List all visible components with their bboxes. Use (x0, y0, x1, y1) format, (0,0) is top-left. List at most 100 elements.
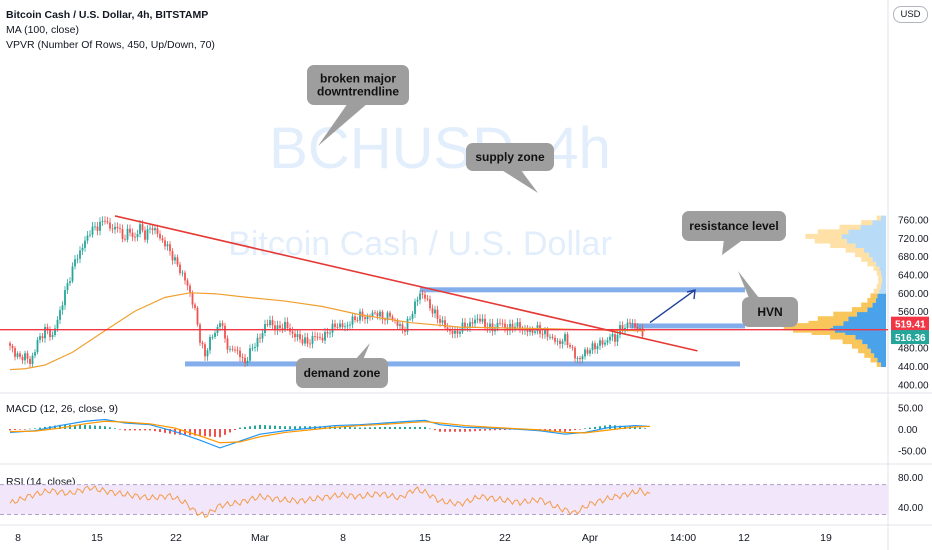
candle-body (311, 336, 314, 344)
candle-body (286, 321, 289, 329)
candle-body (274, 325, 276, 331)
candle-body (554, 337, 556, 342)
time-tick-label: 8 (15, 532, 21, 544)
volume-row-down (878, 279, 882, 285)
macd-hist-bar (419, 426, 421, 429)
macd-hist-bar (209, 429, 211, 437)
currency-button[interactable]: USD (893, 6, 928, 23)
candle-body (209, 336, 211, 351)
candle-body (474, 319, 476, 324)
macd-hist-bar (14, 429, 16, 430)
candle-body (406, 318, 409, 332)
macd-hist-bar (44, 426, 46, 429)
candle-body (351, 316, 354, 325)
price-tick-label: 680.00 (898, 252, 929, 263)
time-tick-label: 22 (170, 532, 182, 544)
candle-body (11, 345, 14, 349)
candle-body (356, 319, 359, 321)
candle-body (579, 358, 581, 360)
macd-hist-bar (239, 427, 241, 429)
macd-hist-bar (619, 425, 621, 429)
candle-body (346, 325, 349, 327)
candle-body (309, 343, 311, 345)
candle-body (584, 349, 586, 357)
candle-body (334, 323, 336, 327)
candle-body (119, 228, 121, 229)
volume-row-up (867, 343, 886, 349)
volume-row-down (833, 311, 858, 317)
macd-hist-bar (434, 429, 436, 431)
downtrend-line (114, 215, 698, 352)
candle-body (236, 349, 239, 351)
macd-hist-bar (99, 425, 101, 429)
watermark-description: Bitcoin Cash / U.S. Dollar (228, 225, 612, 263)
candle-body (301, 339, 304, 344)
candle-body (154, 228, 156, 231)
macd-hist-bar (504, 429, 506, 430)
volume-row-up (848, 316, 886, 322)
candle-body (504, 323, 506, 329)
candle-body (434, 309, 436, 314)
candle-body (404, 329, 406, 332)
candle-body (386, 312, 389, 321)
candle-body (321, 337, 324, 341)
candle-body (314, 336, 316, 337)
macd-hist-bar (274, 425, 276, 429)
macd-hist-bar (259, 424, 261, 429)
candle-body (354, 316, 356, 320)
candle-body (454, 330, 456, 334)
volume-row-down (830, 243, 856, 249)
candle-body (24, 353, 26, 361)
candle-body (451, 331, 454, 334)
candle-body (596, 345, 599, 350)
volume-row-down (808, 320, 844, 326)
candle-body (246, 360, 249, 363)
candle-body (89, 234, 91, 236)
candle-body (169, 244, 171, 252)
macd-hist-bar (479, 429, 481, 431)
zone-demand-zone (185, 361, 740, 367)
macd-hist-bar (29, 428, 31, 430)
macd-hist-bar (569, 429, 571, 431)
candle-body (336, 326, 339, 328)
macd-hist-bar (204, 429, 206, 437)
candle-body (396, 320, 399, 326)
candle-body (641, 328, 644, 337)
rsi-tick-label: 80.00 (898, 473, 923, 484)
macd-hist-bar (169, 429, 171, 434)
volume-profile (783, 215, 886, 367)
candle-body (284, 321, 286, 330)
macd-hist-bar (154, 429, 156, 432)
candle-body (194, 304, 196, 308)
candle-body (249, 348, 251, 361)
time-tick-label: 12 (738, 532, 750, 544)
macd-hist-bar (179, 429, 181, 435)
candle-body (304, 337, 306, 344)
candle-body (56, 319, 59, 329)
macd-hist-bar (344, 426, 346, 429)
callout-supply-zone-pointer (500, 169, 538, 193)
candle-body (639, 328, 641, 330)
candle-body (26, 353, 29, 359)
candle-body (476, 318, 479, 320)
macd-hist-bar (464, 429, 466, 432)
candle-body (241, 356, 244, 358)
candle-body (99, 221, 101, 231)
candle-body (211, 336, 214, 338)
candle-body (316, 336, 319, 338)
candle-body (471, 322, 474, 324)
candle-body (59, 310, 61, 320)
candle-body (181, 272, 184, 274)
candle-body (511, 323, 514, 329)
candle-body (459, 331, 461, 334)
volume-row-down (839, 224, 861, 230)
candle-body (414, 301, 416, 314)
volume-row-up (855, 334, 886, 340)
macd-hist-bar (244, 426, 246, 429)
candle-body (146, 229, 149, 240)
volume-row-up (872, 302, 886, 308)
macd-hist-bar (349, 427, 351, 429)
symbol-title: Bitcoin Cash / U.S. Dollar, 4h, BITSTAMP (6, 9, 209, 21)
volume-row-up (875, 297, 886, 303)
